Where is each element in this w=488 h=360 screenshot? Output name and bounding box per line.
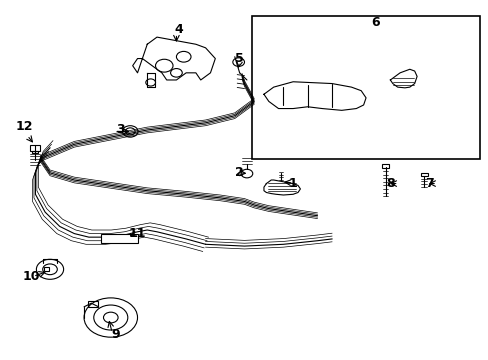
Bar xyxy=(44,267,49,271)
Bar xyxy=(30,145,40,152)
Circle shape xyxy=(36,259,63,279)
Text: 9: 9 xyxy=(111,328,120,341)
Bar xyxy=(251,16,479,158)
Text: 1: 1 xyxy=(288,177,297,190)
Text: 3: 3 xyxy=(116,123,124,136)
Bar xyxy=(31,151,38,153)
Text: 8: 8 xyxy=(385,177,394,190)
Text: 2: 2 xyxy=(235,166,244,179)
Bar xyxy=(101,234,137,243)
Text: 6: 6 xyxy=(371,16,379,29)
Text: 4: 4 xyxy=(174,23,183,36)
Text: 10: 10 xyxy=(23,270,40,283)
Text: 11: 11 xyxy=(128,227,146,240)
Bar xyxy=(88,301,98,307)
Bar xyxy=(381,164,388,168)
Text: 5: 5 xyxy=(235,52,244,65)
Circle shape xyxy=(84,298,137,337)
Text: 7: 7 xyxy=(424,177,433,190)
Bar xyxy=(420,173,427,176)
Text: 12: 12 xyxy=(16,120,33,133)
